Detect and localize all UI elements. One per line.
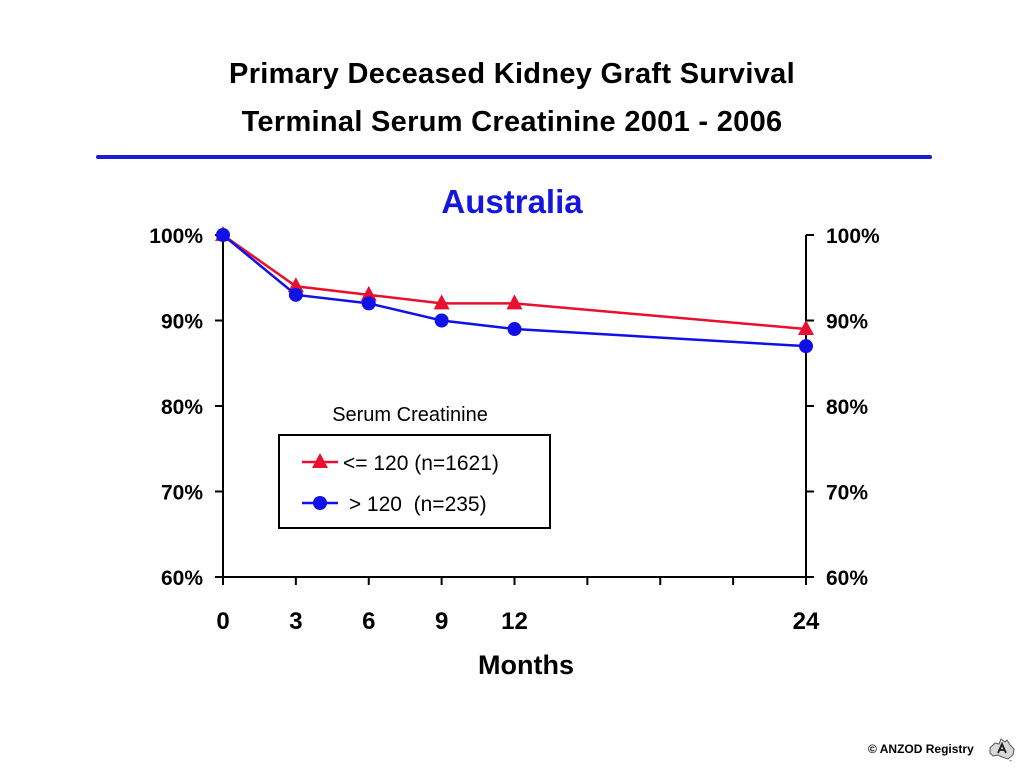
copyright-text: © ANZOD Registry xyxy=(868,742,974,756)
series-1 xyxy=(215,226,814,336)
x-tick-label: 12 xyxy=(501,608,528,635)
x-tick-label: 9 xyxy=(435,608,448,635)
data-point xyxy=(288,287,303,302)
y-tick-label-left: 70% xyxy=(161,482,203,505)
data-point xyxy=(798,320,814,336)
x-axis-label: Months xyxy=(478,650,574,680)
data-point xyxy=(287,277,304,293)
x-tick-label: 24 xyxy=(793,608,820,635)
data-point xyxy=(216,228,230,242)
legend-box xyxy=(278,434,551,529)
y-tick-label-right: 80% xyxy=(826,396,868,419)
y-tick-label-right: 70% xyxy=(826,482,868,505)
data-point xyxy=(799,339,813,354)
legend-title: Serum Creatinine xyxy=(332,404,488,426)
y-tick-label-left: 80% xyxy=(161,396,203,419)
series-2 xyxy=(216,228,813,354)
data-point xyxy=(433,294,450,310)
x-tick-label: 3 xyxy=(289,608,302,635)
y-tick-label-left: 60% xyxy=(161,567,203,590)
anzod-australia-map-icon xyxy=(989,738,1015,762)
data-point xyxy=(434,313,449,328)
data-point xyxy=(506,294,523,310)
x-tick-label: 0 xyxy=(216,608,229,635)
legend-label: <= 120 (n=1621) xyxy=(343,452,499,475)
title-line-2: Terminal Serum Creatinine 2001 - 2006 xyxy=(241,106,783,138)
y-tick-label-right: 60% xyxy=(826,567,868,590)
title-line-1: Primary Deceased Kidney Graft Survival xyxy=(229,58,795,90)
legend-marker xyxy=(313,496,327,510)
chart-axes: 60% 60% 70% 70% 80% 80% 90% 90% 100% 100% 0 3 6 9 12 24 xyxy=(149,225,880,635)
y-tick-label-right: 90% xyxy=(826,311,868,334)
title-divider xyxy=(96,155,932,159)
legend-label: > 120 (n=235) xyxy=(343,493,487,516)
y-tick-label-left: 100% xyxy=(149,225,203,248)
chart-series xyxy=(215,226,814,354)
data-point xyxy=(360,285,377,301)
chart-title: Australia xyxy=(441,183,583,220)
y-tick-label-left: 90% xyxy=(161,311,203,334)
x-tick-label: 6 xyxy=(362,608,375,635)
chart-legend: Serum Creatinine <= 120 (n=1621) > 120 (… xyxy=(278,404,551,529)
series-line xyxy=(222,234,807,348)
data-point xyxy=(507,322,522,337)
data-point xyxy=(361,296,376,311)
series-line xyxy=(222,233,807,331)
y-tick-label-right: 100% xyxy=(826,225,880,248)
legend-marker xyxy=(312,453,328,468)
